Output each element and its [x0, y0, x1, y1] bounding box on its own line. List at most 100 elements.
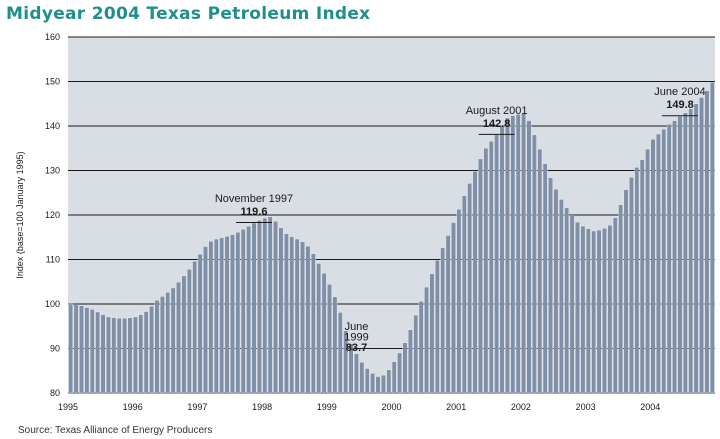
bar	[192, 261, 197, 394]
bar	[354, 353, 359, 394]
x-tick-label: 1996	[123, 402, 143, 412]
bar	[391, 361, 397, 394]
bar	[397, 352, 402, 394]
y-axis-label: Index (base=100 January 1995)	[15, 151, 25, 278]
y-tick-label: 90	[50, 344, 60, 354]
gridlines	[68, 36, 715, 394]
bar	[143, 311, 149, 394]
y-tick-label: 110	[46, 255, 60, 265]
x-tick-label: 1995	[58, 402, 78, 412]
bar	[321, 273, 327, 394]
x-tick-label: 1998	[252, 402, 272, 412]
bar	[418, 301, 424, 394]
bar	[591, 230, 596, 394]
bar	[370, 373, 375, 394]
bar	[526, 120, 532, 394]
bar	[386, 369, 392, 394]
bar	[661, 128, 667, 394]
bar	[710, 82, 715, 394]
bar	[176, 282, 181, 394]
bar	[267, 216, 273, 394]
bar	[95, 311, 100, 394]
x-tick-label: 2002	[511, 402, 531, 412]
bar	[704, 90, 710, 394]
x-tick-label: 2001	[446, 402, 466, 412]
bar	[553, 189, 559, 394]
bar	[133, 316, 138, 394]
bar	[165, 292, 171, 394]
chart-title: Midyear 2004 Texas Petroleum Index	[6, 4, 371, 24]
y-tick-label: 160	[45, 32, 60, 42]
bar	[316, 263, 322, 394]
x-tick-label: 1999	[317, 402, 337, 412]
bar	[257, 220, 262, 394]
annotation-label: June 2004	[654, 86, 705, 98]
annotation-value: 149.8	[666, 99, 694, 111]
bar	[84, 307, 90, 394]
bar	[445, 235, 451, 394]
y-axis-ticks: 80 90 100 110 120 130 140 150 160	[45, 32, 60, 398]
bar	[548, 177, 553, 394]
bar	[100, 314, 106, 394]
bar	[483, 148, 489, 394]
bar	[197, 254, 203, 394]
x-tick-label: 2000	[381, 402, 401, 412]
bar	[699, 97, 704, 394]
bar	[127, 317, 133, 394]
bar	[68, 303, 73, 394]
bar	[332, 296, 338, 394]
bar	[106, 316, 111, 394]
bar	[564, 207, 570, 394]
bar	[467, 183, 472, 394]
bar	[413, 314, 419, 394]
bar	[424, 286, 429, 394]
bar	[408, 329, 413, 394]
bar	[639, 159, 645, 394]
source-note: Source: Texas Alliance of Energy Produce…	[18, 425, 213, 436]
bar	[456, 209, 462, 394]
bar	[251, 222, 257, 394]
y-tick-label: 100	[45, 299, 60, 309]
bar	[381, 375, 386, 394]
bar	[305, 245, 311, 394]
annotation-value: 83.7	[346, 342, 367, 354]
x-axis-ticks: 1995 1996 1997 1998 1999 2000 2001 2002 2003 2004	[58, 402, 660, 412]
bar	[586, 228, 591, 394]
bar	[623, 189, 629, 394]
bar	[683, 112, 688, 394]
bar	[612, 217, 618, 394]
bar	[160, 296, 165, 394]
annotation-value: 142.8	[483, 118, 511, 130]
bar	[240, 229, 246, 394]
bar	[688, 108, 694, 394]
bar-series	[68, 82, 715, 394]
bar	[677, 116, 683, 394]
bar	[440, 247, 446, 394]
bar	[73, 304, 79, 394]
bar	[138, 314, 144, 394]
bar	[375, 376, 381, 394]
bar	[364, 368, 370, 394]
bar	[213, 238, 219, 394]
bar	[645, 148, 650, 394]
bar	[629, 177, 634, 394]
y-tick-label: 80	[50, 388, 60, 398]
bar	[672, 120, 677, 394]
bar	[472, 171, 478, 394]
x-tick-label: 2003	[576, 402, 596, 412]
bar	[435, 260, 440, 394]
annotation-label: 1999	[344, 331, 368, 343]
bar	[219, 237, 224, 394]
bar	[343, 330, 348, 394]
bar	[532, 134, 537, 394]
bar	[693, 103, 699, 394]
bar	[235, 232, 241, 394]
y-tick-label: 140	[45, 121, 60, 131]
bar	[79, 305, 84, 394]
x-tick-label: 1997	[187, 402, 207, 412]
bar	[521, 113, 526, 394]
bar	[602, 228, 607, 394]
bar	[111, 317, 117, 394]
